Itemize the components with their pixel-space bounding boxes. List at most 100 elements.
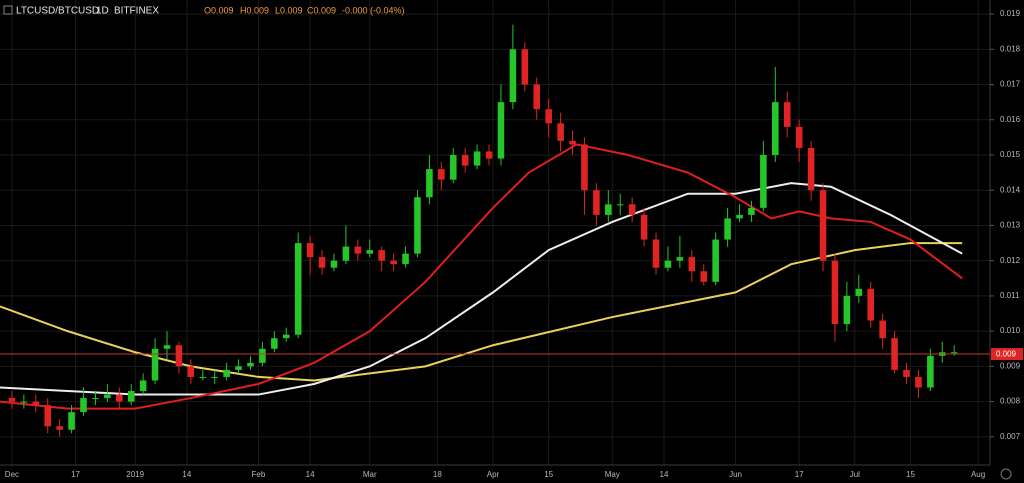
- candle-body: [68, 412, 75, 430]
- x-tick-label: 14: [660, 470, 669, 479]
- candle-body: [282, 334, 290, 339]
- y-tick-label: 0.013: [1000, 221, 1021, 230]
- y-tick-label: 0.009: [1000, 361, 1021, 370]
- candle-body: [640, 214, 648, 240]
- candle-body: [366, 250, 374, 254]
- candle-body: [927, 355, 934, 388]
- y-tick-label: 0.011: [1000, 291, 1020, 300]
- candle-body: [557, 123, 564, 141]
- candle-body: [485, 151, 493, 159]
- x-tick-label: Dec: [5, 470, 19, 479]
- candle-body: [211, 376, 218, 378]
- candle-body: [807, 147, 815, 191]
- x-tick-label: 2019: [126, 470, 144, 479]
- candle-body: [748, 207, 755, 215]
- candle-body: [664, 260, 672, 268]
- x-tick-label: May: [605, 470, 620, 479]
- candle-body: [104, 394, 111, 399]
- ohlc-high: H0.009: [240, 5, 269, 15]
- candle-body: [175, 345, 183, 367]
- x-tick-label: Jun: [729, 470, 742, 479]
- axes: 0.007 0.008 0.009 0.010 0.011 0.012 0.013 0.014…: [5, 9, 1023, 479]
- x-tick-label: Jul: [850, 470, 860, 479]
- candle-body: [628, 204, 636, 215]
- candle-body: [581, 144, 588, 191]
- candle-body: [402, 253, 409, 265]
- ohlc-low: L0.009: [275, 5, 303, 15]
- y-tick-label: 0.017: [1000, 80, 1021, 89]
- candle-body: [867, 288, 875, 321]
- x-tick-label: 17: [795, 470, 804, 479]
- x-tick-label: 15: [544, 470, 553, 479]
- candle-body: [8, 398, 16, 402]
- last-price-label: 0.009: [996, 350, 1017, 359]
- candle-body: [92, 398, 99, 400]
- candle-body: [378, 250, 385, 261]
- x-tick-label: Apr: [487, 470, 500, 479]
- x-tick-label: 14: [306, 470, 315, 479]
- candle-body: [187, 366, 195, 377]
- candle-body: [449, 155, 457, 180]
- candle-body: [390, 260, 397, 265]
- candle-body: [772, 102, 779, 155]
- candle-body: [760, 155, 767, 208]
- candle-body: [688, 257, 696, 272]
- candle-body: [199, 376, 207, 378]
- candle-body: [306, 243, 314, 258]
- candle-body: [724, 218, 731, 240]
- candle-body: [151, 348, 159, 381]
- candle-body: [235, 366, 242, 370]
- candle-body: [44, 405, 51, 427]
- candle-body: [259, 348, 266, 363]
- candle-body: [616, 204, 624, 206]
- candle-body: [903, 369, 910, 377]
- candle-body: [569, 140, 576, 145]
- moving-average: [0, 182, 963, 396]
- candle-body: [700, 271, 708, 282]
- settings-icon[interactable]: [1000, 468, 1012, 480]
- candle-body: [783, 102, 791, 127]
- y-tick-label: 0.016: [1000, 115, 1021, 124]
- interval: 1D: [96, 6, 109, 17]
- candle-body: [115, 394, 123, 402]
- x-tick-label: Aug: [971, 470, 985, 479]
- candle-body: [497, 102, 505, 159]
- plot-area: [0, 24, 990, 437]
- candle-body: [32, 401, 40, 406]
- candle-body: [855, 288, 863, 296]
- candle-body: [20, 401, 28, 403]
- x-tick-label: 14: [182, 470, 191, 479]
- candle-body: [127, 391, 135, 402]
- y-tick-label: 0.008: [1000, 397, 1021, 406]
- candle-body: [879, 320, 886, 339]
- candle-body: [831, 260, 839, 325]
- candle-body: [461, 155, 469, 166]
- candle-body: [605, 204, 612, 215]
- candle-body: [521, 49, 529, 85]
- candle-body: [533, 84, 541, 110]
- candle-body: [950, 352, 958, 354]
- candle-body: [438, 169, 445, 180]
- candle-body: [330, 260, 338, 268]
- y-tick-label: 0.010: [1000, 326, 1021, 335]
- ohlc-change: -0.000 (-0.04%): [342, 5, 405, 15]
- x-tick-label: 18: [433, 470, 442, 479]
- y-tick-label: 0.015: [1000, 150, 1021, 159]
- symbol: LTCUSD/BTCUSD: [16, 6, 99, 17]
- candle-body: [509, 49, 517, 103]
- x-tick-label: 15: [906, 470, 915, 479]
- ohlc-open: O0.009: [204, 5, 234, 15]
- y-tick-label: 0.014: [1000, 185, 1021, 194]
- menu-icon[interactable]: [3, 5, 13, 15]
- ohlc-close: C0.009: [307, 5, 336, 15]
- candle-body: [294, 243, 302, 335]
- candle-body: [342, 246, 350, 261]
- candle-body: [163, 345, 171, 349]
- candle-body: [354, 246, 362, 254]
- candle-body: [652, 239, 660, 268]
- y-tick-label: 0.012: [1000, 256, 1021, 265]
- y-tick-label: 0.018: [1000, 44, 1021, 53]
- candle-body: [593, 190, 600, 215]
- candle-body: [56, 426, 63, 430]
- candle-body: [915, 376, 922, 388]
